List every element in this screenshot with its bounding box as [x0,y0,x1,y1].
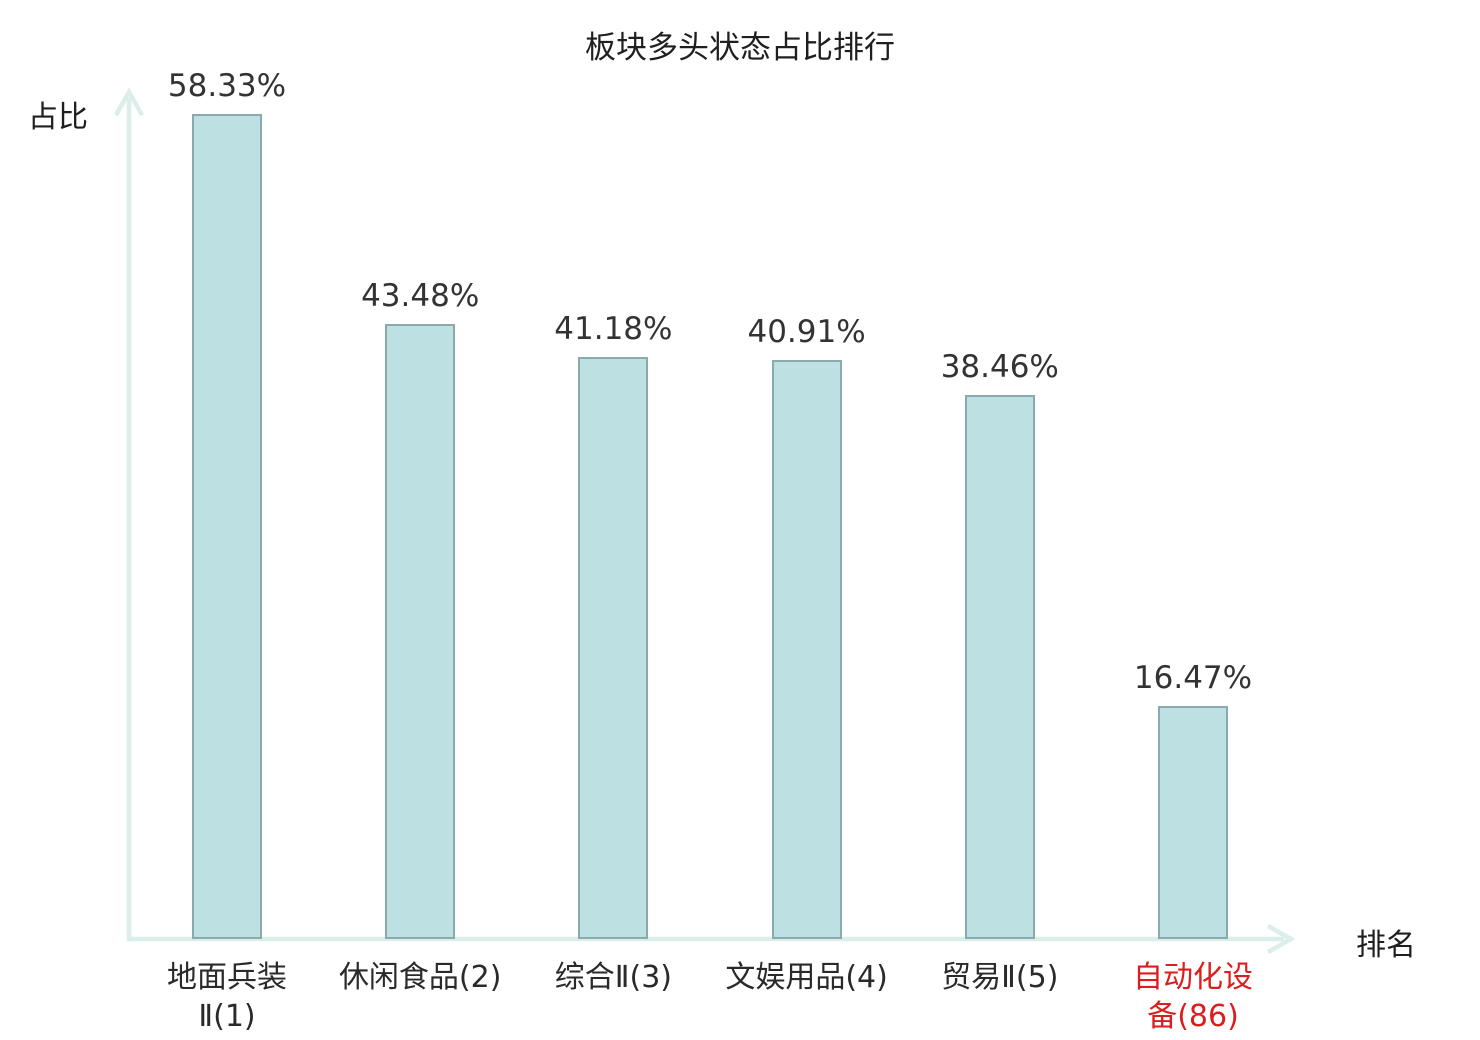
bar [192,114,262,939]
bar-value-label: 38.46% [940,349,1059,385]
bar [964,395,1035,939]
bar-value-label: 43.48% [361,278,480,314]
bar-category-label: 综合Ⅱ(3) [554,960,673,995]
bar [1158,706,1228,939]
bar-category-label: 地面兵装 Ⅱ(1) [167,960,287,1034]
bar-value-label: 40.91% [747,314,866,350]
x-axis-label: 排名 [1356,928,1416,963]
bar [578,357,649,939]
bar-category-label: 贸易Ⅱ(5) [941,960,1059,995]
bar-value-label: 58.33% [167,68,287,104]
bar-category-label: 休闲食品(2) [338,960,502,995]
bar [385,324,456,939]
bar [771,360,842,939]
bar-category-label: 自动化设 备(86) [1133,960,1253,1034]
bar-category-label: 文娱用品(4) [725,960,888,995]
bar-value-label: 41.18% [554,311,673,347]
chart-title: 板块多头状态占比排行 [585,30,895,66]
bar-value-label: 16.47% [1133,660,1253,696]
y-axis-label: 占比 [28,100,88,135]
x-axis-arrow-icon [1266,924,1296,954]
